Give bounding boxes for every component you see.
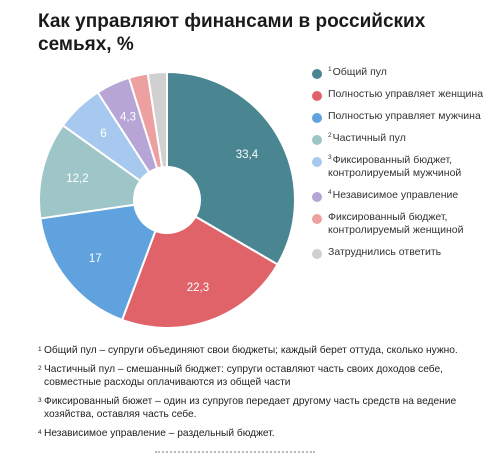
chart-title: Как управляют финансами в российских сем… — [38, 11, 426, 55]
footnote-number: 2 — [38, 365, 42, 372]
legend-label: Общий пул — [332, 66, 387, 78]
legend-swatch — [312, 91, 322, 101]
legend-footnote-mark: 4 — [328, 189, 332, 196]
legend-label: Фиксированный бюджет, контролируемый муж… — [328, 154, 462, 179]
footnote-text: Общий пул – супруги объединяют свои бюдж… — [44, 345, 458, 356]
legend-label: Полностью управляет женщина — [328, 88, 484, 100]
pie-slice — [120, 215, 279, 329]
legend-item: 4Независимое управление — [312, 189, 497, 202]
footnote-number: 3 — [38, 397, 42, 404]
legend-label: Частичный пул — [332, 132, 406, 144]
footnote: 4 Независимое управление – раздельный бюд… — [38, 427, 478, 440]
legend-footnote-mark: 1 — [328, 66, 332, 73]
footnote: 3 Фиксированный бюжет – один из супругов … — [38, 395, 478, 421]
slice-value-label: 12,2 — [66, 173, 88, 185]
legend-label: Независимое управление — [332, 189, 459, 201]
chart-legend: 1Общий пул Полностью управляет женщина Пол… — [312, 66, 497, 268]
legend-footnote-mark: 3 — [328, 154, 332, 161]
pie-slice — [146, 70, 168, 169]
legend-swatch — [312, 113, 322, 123]
legend-swatch — [312, 192, 322, 202]
divider — [155, 451, 315, 453]
slice-value-label: 4,3 — [120, 111, 136, 123]
footnote: 2 Частичный пул – смешанный бюджет: супру… — [38, 363, 478, 389]
legend-swatch — [312, 214, 322, 224]
legend-item: 2Частичный пул — [312, 132, 497, 145]
legend-item: Полностью управляет женщина — [312, 88, 497, 101]
footnote: 1 Общий пул – супруги объединяют свои бюд… — [38, 344, 478, 357]
footnote-text: Фиксированный бюжет – один из супругов п… — [44, 396, 457, 420]
slice-value-label: 17 — [89, 253, 102, 265]
legend-item: Фиксированный бюджет, контролируемый жен… — [312, 211, 497, 237]
slice-value-label: 6 — [100, 128, 106, 140]
slice-value-label: 33,4 — [236, 149, 259, 161]
legend-swatch — [312, 135, 322, 145]
slice-value-label: 22,3 — [187, 282, 209, 294]
footnote-number: 1 — [38, 346, 42, 353]
footnote-text: Частичный пул – смешанный бюджет: супруг… — [44, 364, 443, 388]
pie-slice — [166, 70, 296, 266]
legend-label: Полностью управляет мужчина — [328, 110, 481, 122]
legend-item: 1Общий пул — [312, 66, 497, 79]
footnote-number: 4 — [38, 429, 42, 436]
legend-item: 3Фиксированный бюджет, контролируемый му… — [312, 154, 497, 180]
legend-label: Фиксированный бюджет, контролируемый жен… — [328, 211, 464, 236]
footnote-text: Независимое управление – раздельный бюдж… — [44, 428, 275, 439]
legend-label: Затруднились ответить — [328, 246, 442, 258]
legend-swatch — [312, 69, 322, 79]
legend-item: Затруднились ответить — [312, 246, 497, 259]
pie-slice — [38, 124, 142, 220]
legend-swatch — [312, 249, 322, 259]
footnotes: 1 Общий пул – супруги объединяют свои бюд… — [38, 344, 478, 446]
legend-swatch — [312, 157, 322, 167]
pie-slice — [39, 203, 157, 322]
legend-item: Полностью управляет мужчина — [312, 110, 497, 123]
legend-footnote-mark: 2 — [328, 132, 332, 139]
